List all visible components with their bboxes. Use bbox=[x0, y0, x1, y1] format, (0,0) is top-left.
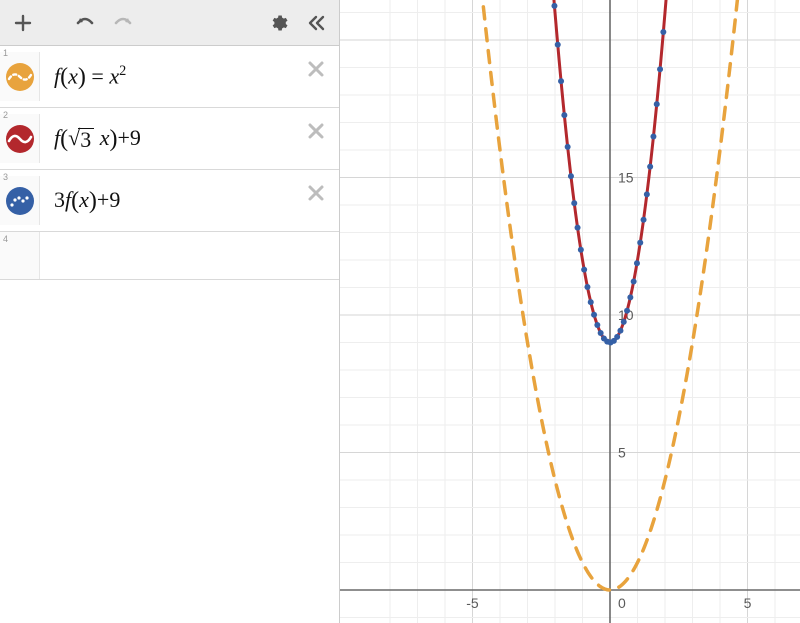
row-gutter bbox=[0, 176, 40, 225]
color-icon[interactable] bbox=[6, 125, 34, 153]
row-index: 1 bbox=[3, 48, 8, 58]
redo-button[interactable] bbox=[104, 4, 142, 42]
delete-expression-button[interactable] bbox=[299, 114, 333, 148]
const: 9 bbox=[130, 125, 141, 150]
svg-text:5: 5 bbox=[618, 445, 626, 461]
exp: 2 bbox=[119, 63, 126, 79]
color-icon[interactable] bbox=[6, 187, 34, 215]
svg-text:5: 5 bbox=[744, 595, 752, 611]
var: x bbox=[68, 63, 78, 88]
delete-expression-button[interactable] bbox=[299, 52, 333, 86]
delete-expression-button[interactable] bbox=[299, 176, 333, 210]
const: 9 bbox=[109, 187, 120, 212]
base: x bbox=[109, 63, 119, 88]
row-index: 3 bbox=[3, 172, 8, 182]
svg-text:-5: -5 bbox=[466, 595, 479, 611]
row-index: 4 bbox=[3, 234, 8, 244]
plus: + bbox=[97, 187, 109, 212]
row-gutter bbox=[0, 114, 40, 163]
add-expression-button[interactable] bbox=[4, 4, 42, 42]
empty-expression-row[interactable]: 4 bbox=[0, 232, 339, 280]
var: x bbox=[100, 125, 110, 150]
plus: + bbox=[117, 125, 129, 150]
expression-row[interactable]: 2 f(√3 x)+9 bbox=[0, 108, 339, 170]
row-index: 2 bbox=[3, 110, 8, 120]
row-gutter bbox=[0, 52, 40, 101]
expression-latex[interactable]: 3f(x)+9 bbox=[40, 187, 299, 214]
graph-svg: -55510150 bbox=[340, 0, 800, 623]
settings-button[interactable] bbox=[259, 4, 297, 42]
svg-text:0: 0 bbox=[618, 595, 626, 611]
undo-button[interactable] bbox=[66, 4, 104, 42]
graph-canvas[interactable]: -55510150 bbox=[340, 0, 800, 623]
sqrt-arg: 3 bbox=[78, 128, 94, 151]
svg-text:15: 15 bbox=[618, 170, 634, 186]
toolbar bbox=[0, 0, 339, 46]
expression-list: 1 f(x) = x2 2 f(√3 x)+9 bbox=[0, 46, 339, 623]
expression-row[interactable]: 1 f(x) = x2 bbox=[0, 46, 339, 108]
var: x bbox=[79, 187, 89, 212]
coef: 3 bbox=[54, 187, 65, 212]
expression-latex[interactable]: f(√3 x)+9 bbox=[40, 125, 299, 152]
collapse-panel-button[interactable] bbox=[297, 4, 335, 42]
color-icon[interactable] bbox=[6, 63, 34, 91]
expression-latex[interactable]: f(x) = x2 bbox=[40, 63, 299, 90]
expression-panel: 1 f(x) = x2 2 f(√3 x)+9 bbox=[0, 0, 340, 623]
expression-row[interactable]: 3 3f(x)+9 bbox=[0, 170, 339, 232]
eq: = bbox=[91, 63, 103, 88]
